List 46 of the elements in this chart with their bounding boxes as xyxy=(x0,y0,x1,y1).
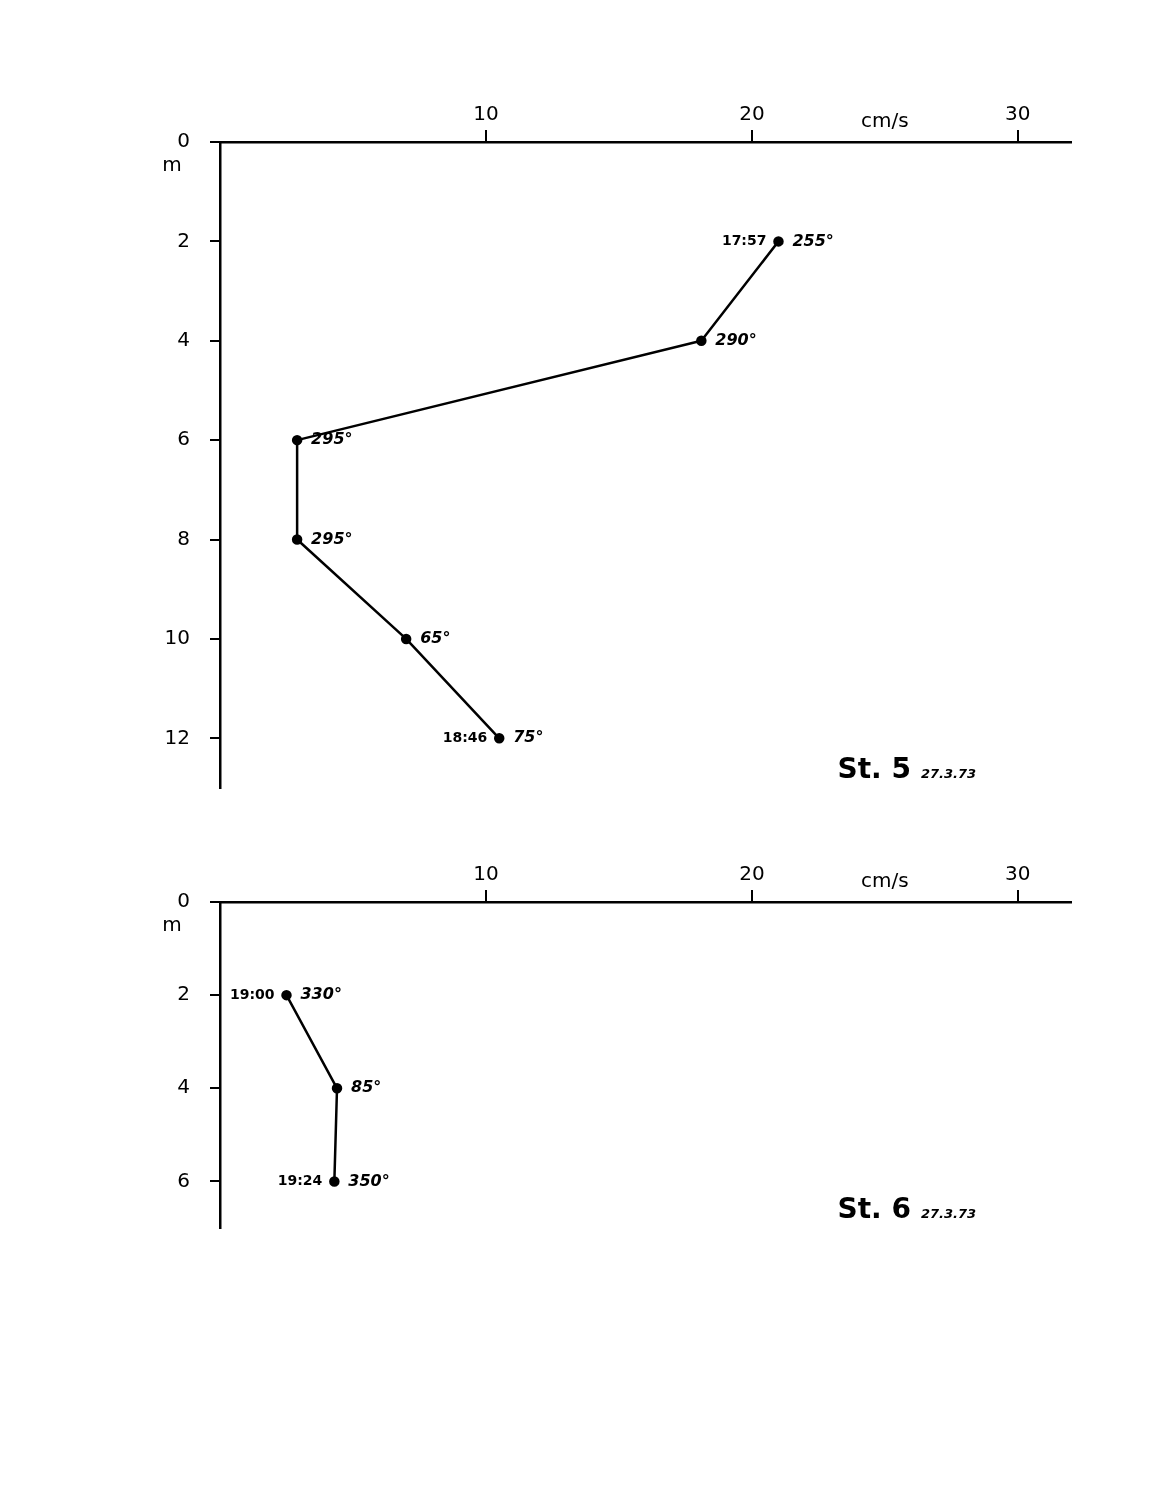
point xyxy=(331,1083,343,1094)
y-axis-title: m xyxy=(162,152,182,177)
text: St. 5 xyxy=(837,752,911,785)
x-tick-label: 30 xyxy=(1005,101,1031,126)
annotation: 290° xyxy=(715,329,757,349)
point xyxy=(291,434,303,446)
point xyxy=(329,1176,340,1187)
annotation: 85° xyxy=(351,1077,382,1097)
x-axis-title: cm/s xyxy=(861,868,909,893)
annotation: 295° xyxy=(311,528,353,548)
annotation: 19:24 xyxy=(277,1172,323,1189)
annotation: 19:00 xyxy=(229,985,275,1002)
point xyxy=(493,733,505,744)
annotation: 330° xyxy=(300,984,342,1004)
y-tick-label: 0 xyxy=(177,888,190,913)
x-tick-label: 10 xyxy=(473,861,499,886)
y-tick-label: 0 xyxy=(177,128,190,153)
annotation: 65° xyxy=(420,628,451,648)
x-tick-label: 30 xyxy=(1005,861,1031,886)
y-tick-label: 12 xyxy=(164,724,190,749)
y-axis-title: m xyxy=(162,912,182,937)
y-tick-label: 8 xyxy=(177,525,190,550)
text: 27.3.73 xyxy=(920,766,977,781)
annotation: 18:46 xyxy=(442,728,488,745)
text: 27.3.73 xyxy=(920,1206,977,1221)
annotation: 350° xyxy=(348,1170,390,1190)
x-tick-label: 20 xyxy=(739,101,765,126)
y-tick-label: 6 xyxy=(177,1167,190,1192)
x-tick-label: 20 xyxy=(739,861,765,886)
point xyxy=(281,989,292,1001)
x-axis-title: cm/s xyxy=(861,108,909,133)
text: St. 6 xyxy=(837,1192,911,1225)
y-tick-label: 10 xyxy=(164,625,190,650)
y-tick-label: 2 xyxy=(177,981,190,1006)
annotation: 75° xyxy=(513,727,544,747)
point xyxy=(291,534,303,545)
y-tick-label: 4 xyxy=(177,1074,190,1099)
x-tick-label: 10 xyxy=(473,101,499,126)
y-tick-label: 4 xyxy=(177,326,190,351)
annotation: 255° xyxy=(792,230,834,250)
y-tick-label: 2 xyxy=(177,227,190,252)
annotation: 17:57 xyxy=(721,232,767,249)
point xyxy=(696,335,707,347)
y-tick-label: 6 xyxy=(177,426,190,451)
point xyxy=(400,633,412,645)
point xyxy=(773,236,784,247)
